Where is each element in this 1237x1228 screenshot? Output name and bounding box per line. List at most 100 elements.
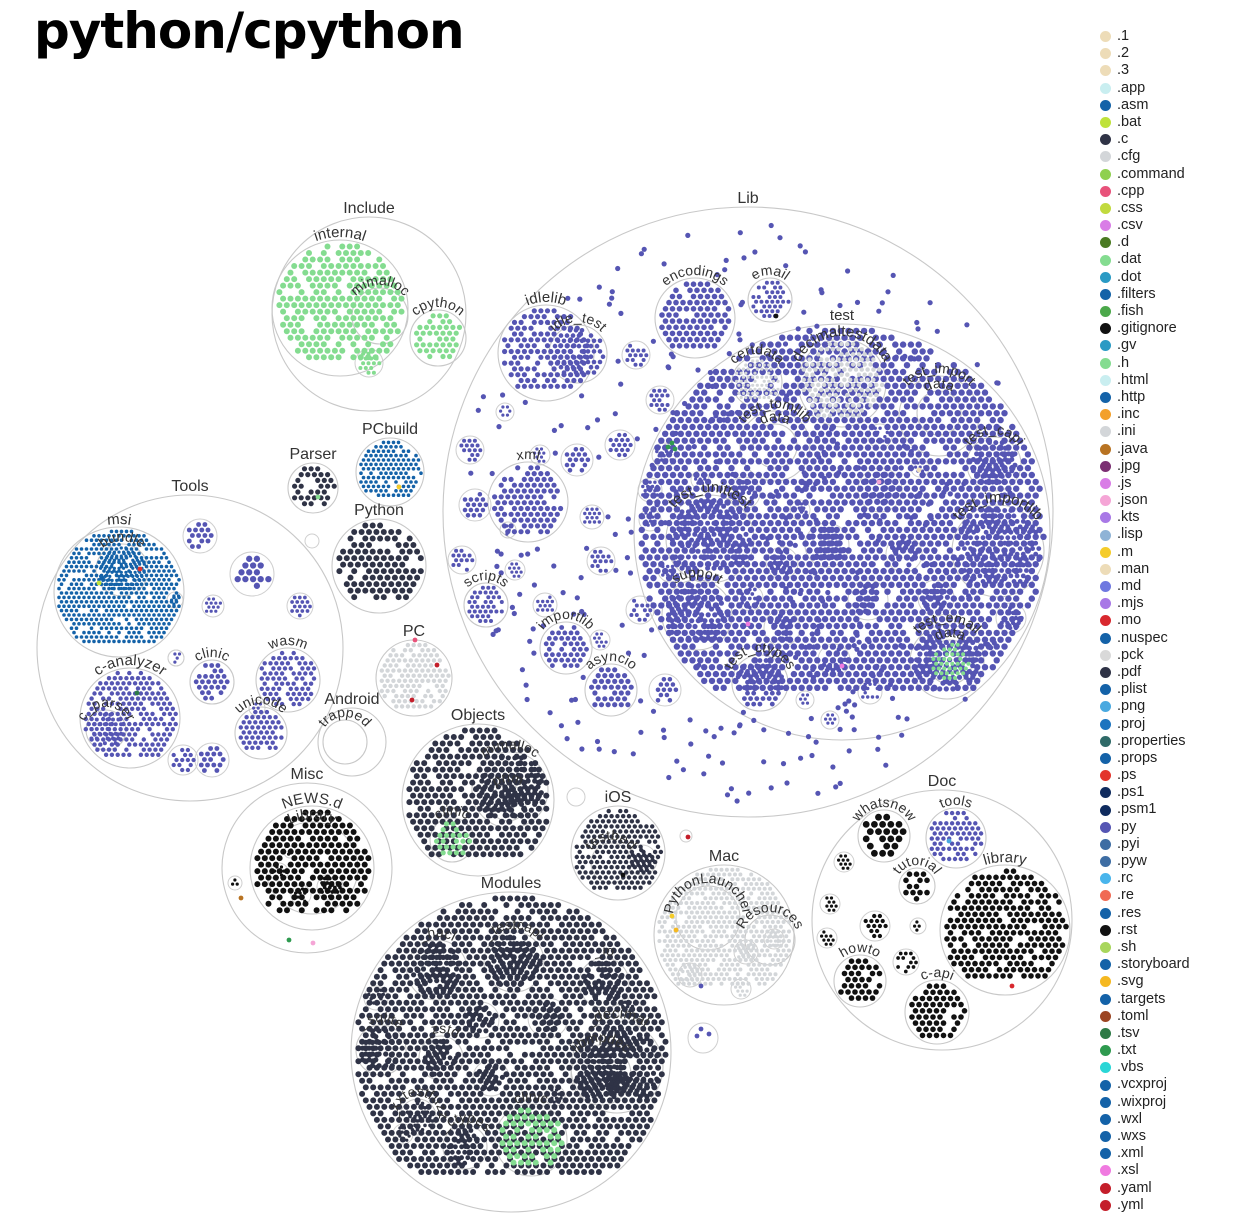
file-dot (996, 457, 1002, 462)
file-dot (122, 595, 126, 600)
file-dot (212, 679, 218, 685)
file-dot (950, 403, 957, 410)
file-dot (247, 740, 252, 745)
file-dot (69, 591, 74, 595)
file-dot (273, 715, 278, 720)
file-dot (821, 519, 829, 527)
file-dot (581, 652, 586, 658)
file-dot (937, 674, 943, 680)
file-dot (782, 382, 790, 389)
file-dot (872, 334, 879, 341)
file-dot (521, 500, 527, 506)
file-dot (829, 464, 837, 472)
file-dot (508, 500, 514, 506)
file-dot (923, 368, 930, 376)
file-dot (132, 742, 138, 747)
file-dot (628, 684, 634, 690)
file-dot (860, 561, 868, 568)
file-dot (860, 464, 868, 472)
file-dot (361, 295, 368, 302)
file-dot (1040, 533, 1047, 540)
file-dot (673, 464, 681, 472)
file-dot (950, 642, 955, 647)
file-dot (411, 704, 416, 709)
file-dot (680, 324, 686, 331)
file-dot (127, 613, 131, 617)
file-dot (297, 701, 302, 707)
file-dot (443, 688, 448, 694)
file-dot (147, 630, 151, 635)
tools-wasm-outline (255, 647, 321, 713)
file-dot (366, 529, 372, 535)
file-dot (714, 526, 720, 532)
file-dot (369, 462, 373, 467)
file-dot (534, 500, 541, 506)
file-dot (798, 355, 805, 362)
file-dot (391, 688, 396, 694)
file-dot (735, 685, 741, 691)
file-dot (147, 622, 151, 626)
file-dot (308, 661, 314, 666)
file-dot (149, 635, 154, 639)
file-dot (77, 569, 81, 573)
file-dot (531, 494, 537, 500)
file-dot (544, 505, 551, 512)
file-dot (162, 551, 166, 556)
file-dot (986, 451, 992, 457)
file-dot (82, 578, 86, 582)
file-dot (127, 721, 132, 727)
file-dot (965, 562, 970, 568)
file-dot (786, 458, 794, 465)
file-dot (144, 591, 149, 595)
file-dot (291, 650, 296, 656)
file-dot (159, 696, 164, 701)
file-dot (798, 629, 805, 637)
file-dot (518, 331, 524, 337)
file-dot (845, 519, 852, 527)
file-dot (122, 613, 126, 617)
file-dot (384, 471, 388, 476)
file-dot (138, 701, 144, 706)
file-dot (124, 554, 128, 558)
file-dot (458, 747, 465, 753)
file-dot (110, 578, 114, 583)
file-dot (794, 458, 801, 465)
file-dot (876, 643, 883, 650)
file-dot (528, 383, 534, 389)
file-dot (751, 451, 759, 458)
file-dot (782, 492, 790, 499)
file-dot (102, 595, 106, 600)
file-dot (147, 569, 151, 573)
file-dot (917, 651, 923, 657)
file-dot (521, 325, 528, 331)
file-dot (685, 650, 692, 657)
file-dot (1028, 595, 1036, 602)
file-dot (82, 595, 86, 600)
file-dot (880, 609, 887, 616)
file-dot (1013, 595, 1020, 602)
file-dot (102, 722, 107, 727)
file-dot (771, 526, 778, 534)
file-dot (693, 430, 700, 437)
file-dot (1016, 437, 1024, 444)
file-dot (658, 602, 665, 609)
file-dot (298, 495, 304, 501)
file-dot (755, 375, 759, 379)
file-dot (129, 547, 134, 551)
file-dot (450, 786, 457, 793)
file-dot (1024, 464, 1032, 472)
file-dot (391, 475, 396, 480)
file-dot (694, 336, 700, 343)
file-dot (888, 458, 895, 465)
file-dot (708, 664, 716, 671)
file-dot (712, 643, 720, 650)
file-dot (745, 701, 750, 707)
file-dot (384, 548, 391, 555)
file-dot (764, 391, 769, 395)
file-dot (954, 574, 961, 582)
file-dot (740, 471, 747, 479)
file-dot (999, 473, 1005, 479)
file-dot (747, 403, 755, 410)
file-dot (654, 554, 661, 561)
file-dot (833, 636, 840, 643)
